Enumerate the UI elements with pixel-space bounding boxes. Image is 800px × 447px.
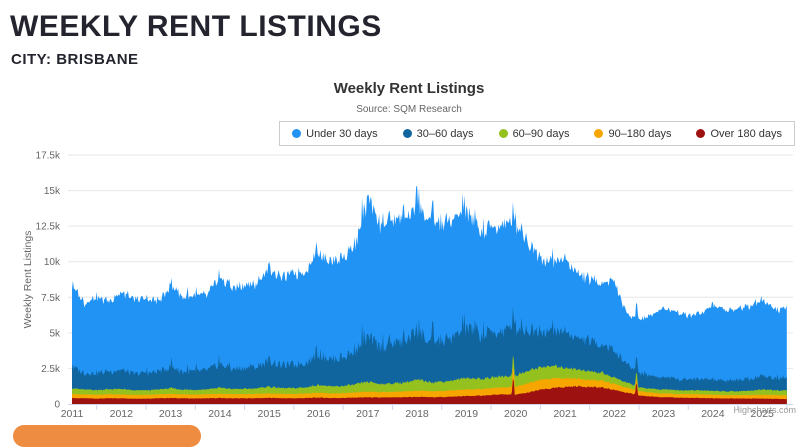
y-axis-title: Weekly Rent Listings [22, 231, 34, 329]
x-axis-label: 2018 [405, 408, 429, 420]
legend-item-label: Under 30 days [306, 127, 378, 140]
y-axis-label: 7.5k [41, 293, 61, 304]
bottom-orange-button[interactable] [13, 425, 201, 447]
legend-item-label: 60–90 days [512, 127, 570, 140]
x-axis-label: 2017 [356, 408, 380, 420]
y-axis-label: 12.5k [36, 222, 61, 233]
x-axis-label: 2011 [61, 408, 84, 420]
legend-item-under-30-days[interactable]: Under 30 days [292, 128, 378, 140]
legend-item-over-180-days[interactable]: Over 180 days [696, 128, 782, 140]
y-axis-label: 2.5k [41, 364, 61, 375]
page-subtitle: CITY: BRISBANE [11, 51, 139, 68]
legend-item-label: 90–180 days [608, 127, 672, 140]
x-axis-label: 2021 [553, 408, 577, 420]
chart-legend: Under 30 days 30–60 days 60–90 days 90–180 … [279, 121, 795, 146]
x-axis-label: 2022 [603, 408, 627, 420]
page-title: WEEKLY RENT LISTINGS [10, 10, 382, 43]
x-axis-label: 2023 [652, 408, 676, 420]
chart-title: Weekly Rent Listings [333, 80, 485, 97]
highcharts-credit-link[interactable]: Highcharts.com [733, 405, 796, 415]
x-axis-label: 2013 [159, 408, 183, 420]
area-series-over-180-days[interactable] [72, 378, 787, 404]
x-axis-label: 2012 [110, 408, 134, 420]
legend-marker-icon [696, 129, 706, 138]
chart-plot-area[interactable]: 0 2.5k 5k 7.5k 10k 12.5k 15k 17.5k 2011 2012 2013 2… [0, 0, 800, 432]
legend-item-label: 30–60 days [416, 127, 474, 140]
x-axis-label: 2025 [751, 408, 775, 420]
area-series-under-30-days[interactable] [72, 186, 787, 404]
legend-marker-icon [402, 129, 412, 138]
chart-subtitle: Source: SQM Research [356, 104, 462, 115]
y-axis-label: 10k [44, 257, 61, 268]
x-axis-label: 2020 [504, 408, 528, 420]
y-axis-label: 0 [54, 400, 60, 411]
y-axis-label: 15k [44, 186, 61, 197]
legend-marker-icon [594, 129, 604, 138]
legend-item-60-90-days[interactable]: 60–90 days [498, 127, 570, 140]
x-axis-label: 2015 [258, 408, 282, 420]
legend-item-30-60-days[interactable]: 30–60 days [402, 127, 474, 140]
legend-item-label: Over 180 days [710, 127, 782, 140]
y-axis-label: 5k [49, 328, 61, 339]
x-axis-label: 2014 [208, 408, 232, 420]
y-axis-label: 17.5k [36, 151, 61, 162]
legend-item-90-180-days[interactable]: 90–180 days [594, 128, 671, 140]
legend-marker-icon [292, 129, 302, 138]
legend-marker-icon [498, 129, 508, 138]
x-axis-label: 2019 [455, 408, 479, 420]
x-axis-label: 2024 [701, 408, 725, 420]
x-axis-label: 2016 [307, 408, 331, 420]
